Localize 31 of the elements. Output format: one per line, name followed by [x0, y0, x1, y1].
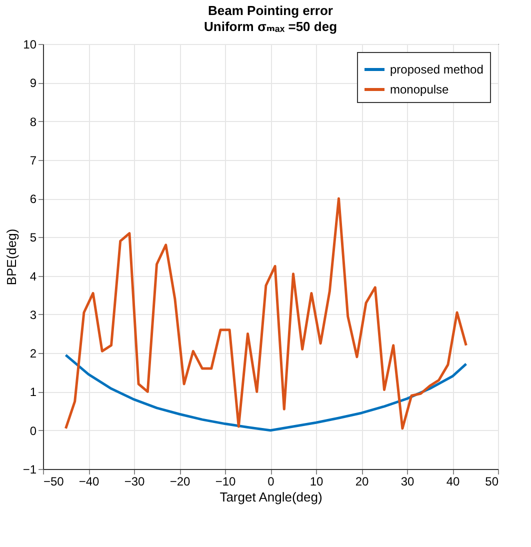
line-series [64, 354, 468, 432]
y-tick-label: 6 [30, 192, 37, 206]
y-axis-title: BPE(deg) [4, 228, 19, 286]
y-tick-label: 1 [30, 385, 37, 400]
y-tick-label: 8 [30, 114, 37, 129]
line-series [64, 197, 468, 430]
y-tick-label: 3 [30, 308, 37, 322]
x-tick-label: 10 [310, 474, 324, 488]
y-tick-label: −1 [22, 462, 37, 476]
y-tick-label: 0 [30, 424, 37, 438]
y-tick-label: 10 [23, 38, 37, 52]
x-tick-label: 40 [446, 474, 460, 488]
x-tick-label: 30 [400, 474, 414, 488]
legend-label: proposed method [390, 62, 484, 76]
x-tick-label: −20 [170, 474, 190, 488]
y-tick-label: 9 [30, 76, 37, 90]
y-tick-label: 7 [30, 153, 37, 168]
x-tick-label: −50 [44, 474, 64, 488]
y-tick-label: 4 [30, 269, 37, 284]
chart-title: Beam Pointing error [208, 3, 333, 18]
x-tick-label: −10 [215, 474, 236, 488]
x-axis-title: Target Angle(deg) [220, 490, 322, 504]
y-tick-label: 2 [30, 346, 37, 361]
chart-subtitle: Uniform σₘₐₓ =50 deg [204, 19, 338, 34]
y-tick-label: 5 [30, 230, 37, 245]
x-tick-label: 20 [355, 474, 369, 488]
x-tick-label: −30 [124, 474, 145, 488]
legend-label: monopulse [390, 82, 450, 96]
x-tick-label: 50 [485, 474, 499, 488]
x-tick-label: −40 [78, 474, 100, 488]
x-tick-label: 0 [268, 474, 275, 488]
